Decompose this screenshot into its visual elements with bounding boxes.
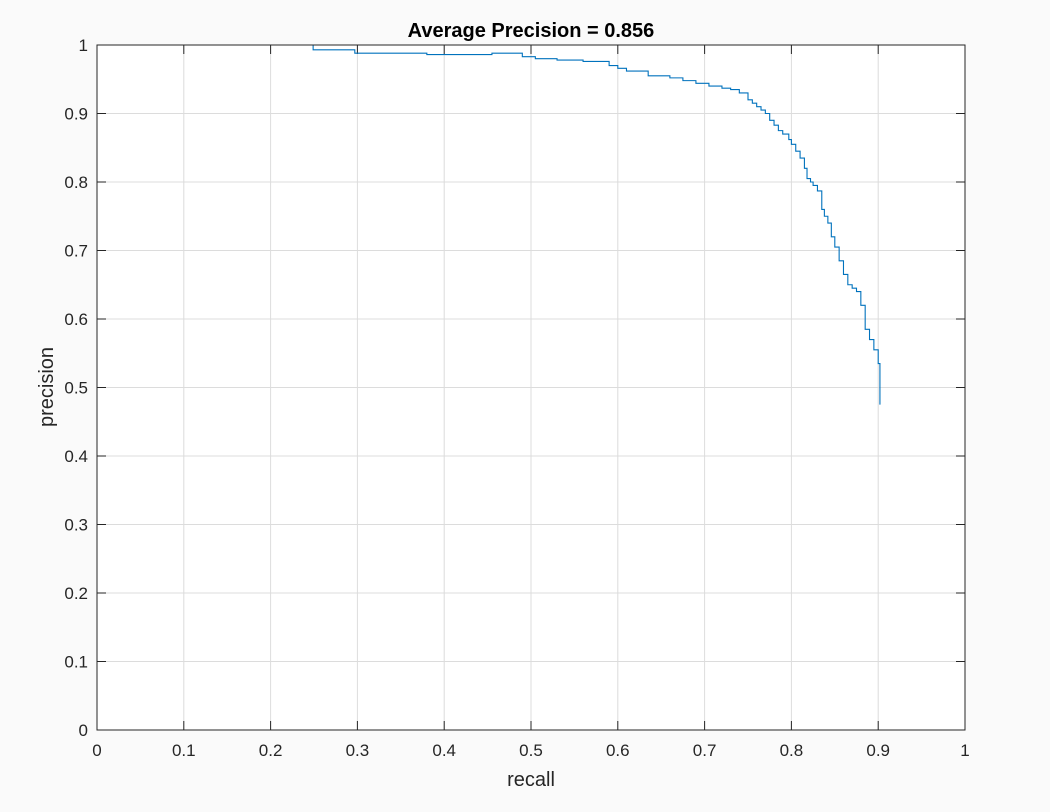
grid-lines <box>97 45 965 730</box>
x-tick-label: 0.6 <box>606 741 630 760</box>
y-axis-label: precision <box>36 347 58 427</box>
y-tick-label: 0.8 <box>64 173 88 192</box>
x-tick-label: 0.5 <box>519 741 543 760</box>
x-tick-label: 0.2 <box>259 741 283 760</box>
x-tick-label: 1 <box>960 741 969 760</box>
y-tick-label: 0.2 <box>64 584 88 603</box>
x-tick-labels: 0 0.1 0.2 0.3 0.4 0.5 0.6 0.7 0.8 0.9 1 <box>92 741 969 760</box>
x-tick-label: 0.1 <box>172 741 196 760</box>
y-tick-label: 0.3 <box>64 516 88 535</box>
x-tick-label: 0 <box>92 741 101 760</box>
x-tick-label: 0.4 <box>432 741 456 760</box>
series-layer <box>97 44 881 405</box>
y-tick-label: 0.6 <box>64 310 88 329</box>
y-tick-labels: 0 0.1 0.2 0.3 0.4 0.5 0.6 0.7 0.8 0.9 1 <box>64 36 88 740</box>
y-tick-label: 0.9 <box>64 105 88 124</box>
x-tick-label: 0.9 <box>866 741 890 760</box>
precision-recall-curve <box>97 44 881 405</box>
y-tick-label: 0 <box>79 721 88 740</box>
y-tick-label: 0.4 <box>64 447 88 466</box>
x-tick-label: 0.3 <box>346 741 370 760</box>
y-tick-label: 0.7 <box>64 242 88 261</box>
y-tick-label: 0.5 <box>64 379 88 398</box>
x-tick-label: 0.8 <box>780 741 804 760</box>
x-tick-label: 0.7 <box>693 741 717 760</box>
axes-box <box>96 44 966 731</box>
y-tick-label: 0.1 <box>64 653 88 672</box>
y-tick-label: 1 <box>79 36 88 55</box>
x-axis-label: recall <box>507 769 555 791</box>
chart-title: Average Precision = 0.856 <box>408 20 655 42</box>
